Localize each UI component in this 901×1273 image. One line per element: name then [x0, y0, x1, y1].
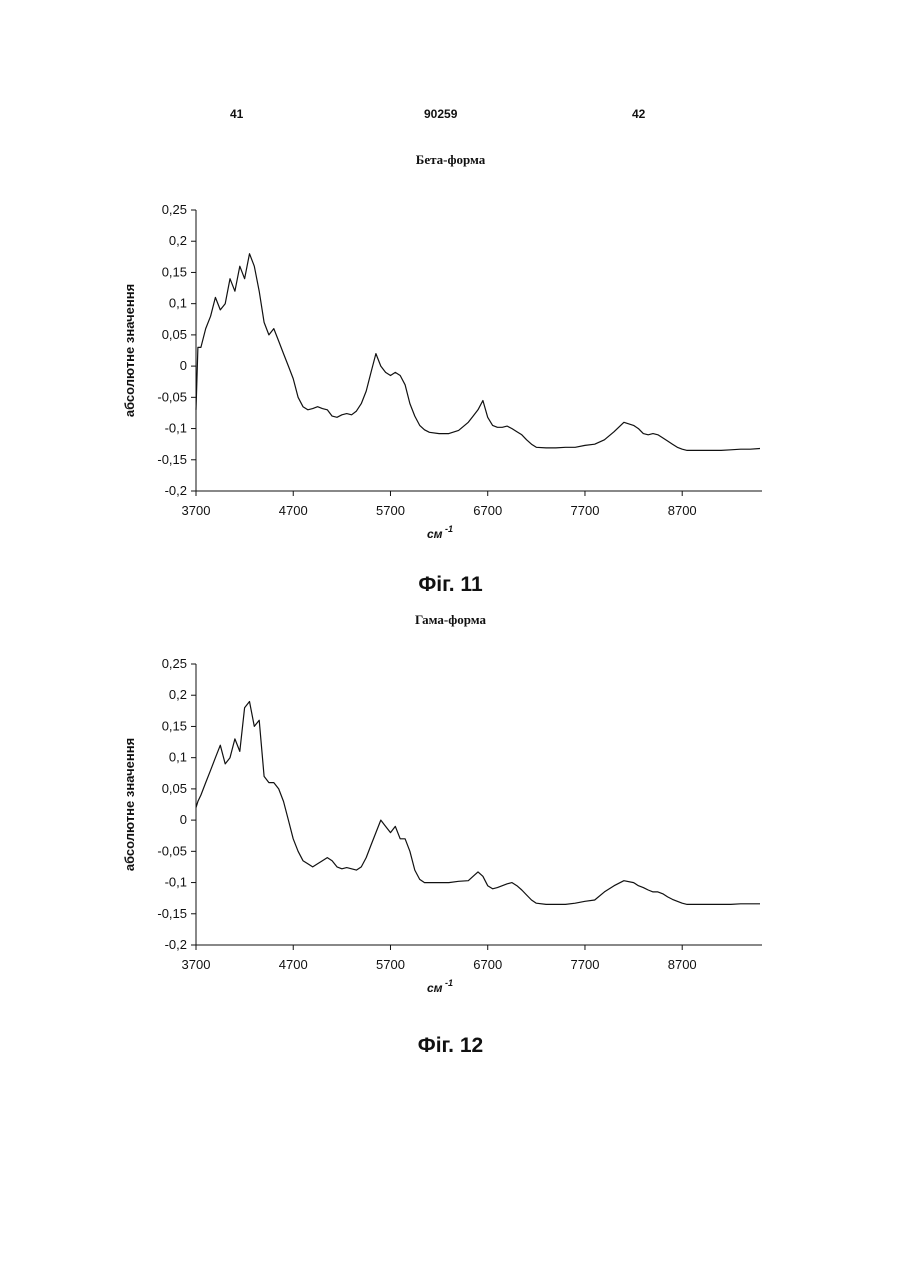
y-tick-label: 0,1 — [169, 750, 187, 765]
chart-2-plot: 0,25 0,2 0,15 0,1 0,05 0 -0,05 -0,1 -0,15 -0,2 370… — [0, 650, 901, 1002]
x-tick-label: 3700 — [182, 957, 211, 972]
page-number-right: 42 — [632, 107, 645, 121]
chart-1-plot: 0,25 0,2 0,15 0,1 0,05 0 -0,05 -0,1 -0,15 -0,2 370… — [0, 196, 901, 548]
y-tick-label: 0,15 — [162, 264, 187, 279]
x-tick-label: 6700 — [473, 957, 502, 972]
y-tick-label: -0,05 — [157, 389, 187, 404]
x-tick-label: 4700 — [279, 503, 308, 518]
x-tick-label: 8700 — [668, 957, 697, 972]
spectrum-line — [196, 702, 760, 905]
x-tick-label: 3700 — [182, 503, 211, 518]
chart-1-title: Бета-форма — [0, 152, 901, 168]
y-tick-label: -0,15 — [157, 452, 187, 467]
y-tick-label: 0,25 — [162, 656, 187, 671]
y-tick-label: -0,2 — [165, 937, 187, 952]
y-tick-label: -0,1 — [165, 421, 187, 436]
chart-1-caption: Фіг. 11 — [0, 573, 901, 597]
x-tick-label: 7700 — [571, 503, 600, 518]
y-tick-label: -0,2 — [165, 483, 187, 498]
chart-2-caption: Фіг. 12 — [0, 1034, 901, 1058]
x-tick-label: 8700 — [668, 503, 697, 518]
y-tick-label: -0,1 — [165, 875, 187, 890]
y-tick-label: 0,2 — [169, 687, 187, 702]
x-tick-label: 7700 — [571, 957, 600, 972]
chart-2-title: Гама-форма — [0, 612, 901, 628]
page-number-left: 41 — [230, 107, 243, 121]
y-tick-label: -0,05 — [157, 843, 187, 858]
x-axis-label: см -1 — [427, 978, 453, 995]
y-axis-label: абсолютне значення — [122, 738, 137, 871]
x-tick-label: 5700 — [376, 503, 405, 518]
x-axis-label: см -1 — [427, 524, 453, 541]
spectrum-line — [196, 254, 760, 451]
y-axis-label: абсолютне значення — [122, 284, 137, 417]
y-tick-label: 0,25 — [162, 202, 187, 217]
y-tick-label: 0,1 — [169, 296, 187, 311]
y-tick-label: -0,15 — [157, 906, 187, 921]
x-tick-label: 5700 — [376, 957, 405, 972]
y-tick-label: 0,05 — [162, 327, 187, 342]
y-tick-label: 0,15 — [162, 718, 187, 733]
patent-number: 90259 — [424, 107, 457, 121]
x-tick-label: 4700 — [279, 957, 308, 972]
y-tick-label: 0 — [180, 358, 187, 373]
y-tick-label: 0 — [180, 812, 187, 827]
x-tick-label: 6700 — [473, 503, 502, 518]
y-tick-label: 0,05 — [162, 781, 187, 796]
y-tick-label: 0,2 — [169, 233, 187, 248]
